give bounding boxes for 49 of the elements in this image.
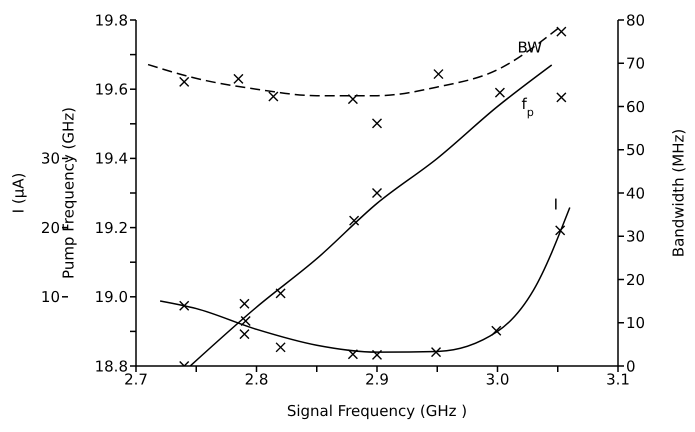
- y2-tick-label: 30: [626, 228, 646, 246]
- point: [348, 215, 360, 226]
- y2-tick-label: 40: [626, 184, 646, 202]
- point: [372, 188, 382, 198]
- y-tick-label: 19.4: [94, 150, 128, 168]
- point: [491, 326, 502, 336]
- point: [348, 94, 358, 104]
- point: [239, 298, 250, 309]
- y-tick-label: 19.6: [94, 80, 128, 99]
- point: [179, 300, 190, 311]
- y-axis-title: Pump Frequency (GHz): [59, 107, 78, 279]
- series-label: BW: [517, 38, 542, 57]
- x-tick-label: 2.9: [365, 370, 389, 389]
- point: [372, 350, 382, 360]
- point: [554, 225, 566, 236]
- point: [430, 346, 442, 358]
- point: [240, 316, 251, 326]
- point: [179, 76, 190, 88]
- x-tick-label: 3.0: [486, 370, 510, 389]
- y3-tick-label: 30: [40, 150, 60, 168]
- y2-axis-title: Bandwidth (MHz): [669, 128, 688, 258]
- point: [233, 74, 244, 84]
- series-label: I: [554, 196, 558, 214]
- point: [239, 328, 250, 340]
- y2-tick-label: 80: [626, 11, 646, 30]
- y2-tick-label: 50: [626, 141, 646, 160]
- x-axis-title: Signal Frequency (GHz ): [286, 402, 468, 420]
- point: [275, 342, 286, 353]
- point: [433, 68, 444, 80]
- point: [348, 349, 358, 360]
- y2-tick-label: 70: [626, 54, 646, 73]
- series-label: f$_{p}$: [522, 94, 534, 118]
- y2-tick-label: 60: [626, 98, 646, 116]
- point: [556, 92, 567, 103]
- y-tick-label: 19.0: [94, 288, 128, 306]
- y2-tick-label: 10: [626, 314, 646, 332]
- point: [268, 91, 279, 102]
- point: [372, 118, 382, 129]
- y3-tick-label: 20: [40, 218, 60, 237]
- point: [275, 288, 286, 299]
- y-tick-label: 19.8: [94, 11, 128, 30]
- y3-axis-title: I (μA): [9, 172, 28, 214]
- y2-tick-label: 20: [626, 270, 646, 289]
- point: [556, 26, 567, 37]
- y3-tick-label: 10: [40, 288, 60, 306]
- point: [494, 87, 506, 98]
- x-tick-label: 2.8: [244, 370, 268, 389]
- x-tick-label: 2.7: [124, 370, 148, 389]
- y-tick-label: 19.2: [94, 218, 128, 237]
